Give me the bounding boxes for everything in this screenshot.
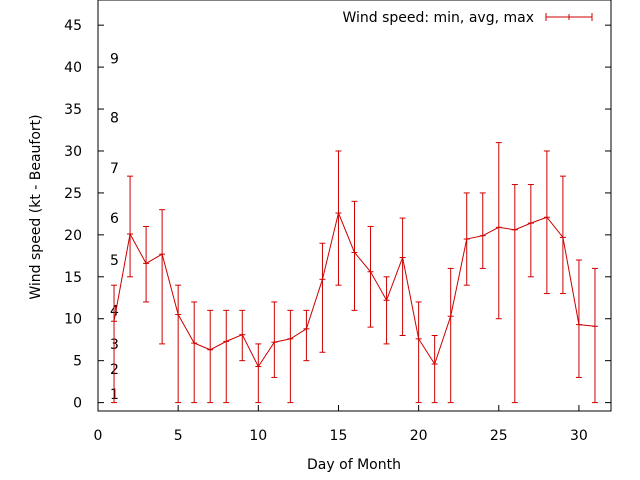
y-tick-label: 10	[64, 312, 82, 328]
legend-label: Wind speed: min, avg, max	[342, 10, 534, 26]
y-axis-label: Wind speed (kt - Beaufort)	[28, 114, 44, 299]
y-tick-label: 0	[73, 396, 82, 412]
x-axis-ticks: 0 5 10 15 20 25 30	[94, 405, 588, 444]
x-axis-label: Day of Month	[307, 457, 401, 473]
y-tick-label: 45	[64, 18, 82, 34]
x-tick-label: 15	[330, 428, 348, 444]
y-tick-label: 25	[64, 186, 82, 202]
y-tick-label: 5	[73, 354, 82, 370]
y-tick-label: 15	[64, 270, 82, 286]
beaufort-label: 6	[110, 211, 119, 227]
legend: Wind speed: min, avg, max	[342, 10, 593, 26]
x-tick-label: 10	[249, 428, 267, 444]
y-axis-ticks: 0 5 10 15 20 25 30 35 40 45	[64, 18, 611, 412]
error-bars	[111, 142, 598, 404]
data-points	[111, 212, 598, 368]
beaufort-label: 5	[110, 253, 119, 269]
x-tick-label: 30	[570, 428, 588, 444]
x-tick-label: 5	[174, 428, 183, 444]
plot-frame	[97, 0, 612, 412]
x-tick-label: 20	[410, 428, 428, 444]
y-tick-label: 35	[64, 102, 82, 118]
y-tick-label: 40	[64, 60, 82, 76]
y-tick-label: 20	[64, 228, 82, 244]
beaufort-label: 7	[110, 161, 119, 177]
y-tick-label: 30	[64, 144, 82, 160]
beaufort-label: 9	[110, 52, 119, 68]
x-tick-label: 25	[490, 428, 508, 444]
beaufort-label: 8	[110, 110, 119, 126]
x-tick-label: 0	[94, 428, 103, 444]
